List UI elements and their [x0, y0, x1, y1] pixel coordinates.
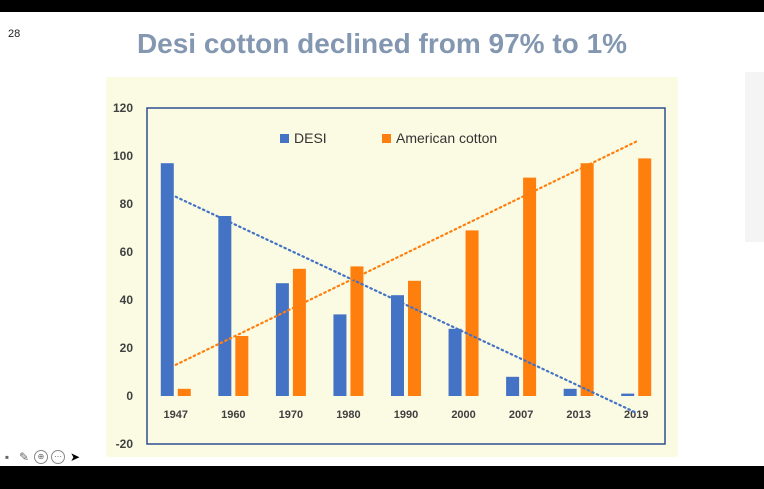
zoom-icon[interactable]: ⊕	[34, 450, 48, 464]
slide-title: Desi cotton declined from 97% to 1%	[136, 28, 628, 59]
bar-desi	[333, 314, 347, 396]
y-tick-label: 100	[113, 149, 133, 163]
y-tick-label: 120	[113, 101, 133, 115]
bar-desi	[391, 295, 404, 396]
bar-american	[638, 158, 652, 396]
plot-area-border	[146, 107, 666, 445]
legend-swatch	[382, 134, 391, 143]
bar-american	[465, 230, 479, 396]
x-tick-label: 2007	[509, 409, 533, 421]
legend-label: American cotton	[396, 130, 497, 146]
side-strip	[745, 72, 764, 242]
y-tick-label: 80	[120, 197, 134, 211]
x-tick-label: 1960	[221, 409, 245, 421]
legend-swatch	[280, 134, 289, 143]
bar-desi	[506, 376, 520, 396]
x-tick-label: 2000	[451, 409, 475, 421]
more-icon[interactable]: ⋯	[51, 450, 65, 464]
bar-desi	[448, 328, 462, 396]
slide-toolbar: ▪ ✎ ⊕ ⋯ ➤	[0, 448, 82, 466]
bar-american	[408, 280, 421, 396]
square-icon[interactable]: ▪	[4, 450, 10, 464]
bar-american	[350, 266, 364, 396]
bar-desi	[160, 163, 174, 396]
bar-desi	[218, 216, 232, 396]
x-tick-label: 2019	[624, 409, 648, 421]
bottom-bar	[0, 466, 764, 489]
pointer-icon[interactable]: ➤	[69, 450, 81, 464]
x-tick-label: 1970	[279, 409, 303, 421]
bar-american	[292, 268, 306, 396]
y-tick-label: 40	[120, 293, 134, 307]
y-tick-label: 0	[126, 389, 133, 403]
x-tick-label: 2013	[566, 409, 590, 421]
x-tick-label: 1980	[336, 409, 360, 421]
legend-label: DESI	[294, 130, 327, 146]
x-tick-label: 1947	[164, 409, 188, 421]
chart-svg: 120 100 80 60 40 20 0 -20 1947 1960 1970 1980 1990 20…	[113, 101, 666, 451]
y-tick-label: -20	[116, 437, 134, 451]
bar-desi	[275, 283, 289, 396]
slide: 28 Desi cotton declined from 97% to 1% 1…	[0, 12, 764, 466]
bar-american	[523, 177, 537, 396]
y-tick-label: 60	[120, 245, 134, 259]
trendline-american	[174, 140, 638, 366]
bar-american	[177, 388, 191, 396]
pen-icon[interactable]: ✎	[18, 450, 30, 464]
trendline-desi	[174, 195, 638, 414]
bar-american	[580, 163, 594, 396]
bar-american	[235, 336, 249, 396]
bar-desi	[563, 388, 577, 396]
bar-desi	[621, 393, 635, 396]
slide-number: 28	[8, 28, 21, 40]
chart-panel: 120 100 80 60 40 20 0 -20 1947 1960 1970 1980 1990 20…	[106, 77, 678, 457]
y-tick-label: 20	[120, 341, 134, 355]
x-tick-label: 1990	[394, 409, 418, 421]
